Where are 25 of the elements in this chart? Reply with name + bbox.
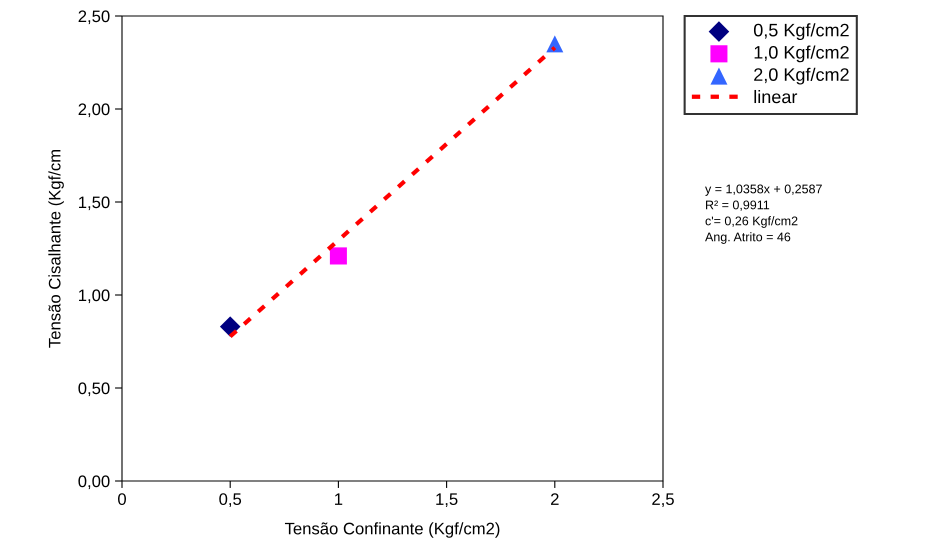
x-tick-label: 1,5 — [436, 493, 458, 508]
point — [330, 247, 347, 264]
legend-label: linear — [754, 90, 798, 104]
point — [220, 316, 240, 337]
y-tick-label: 0,00 — [78, 475, 110, 490]
legend-label: 0,5 Kgf/cm2 — [754, 23, 849, 40]
y-tick-label: 1,00 — [79, 289, 110, 304]
legend-label: 1,0 Kgf/cm2 — [754, 45, 849, 62]
x-tick-label: 1 — [335, 493, 342, 505]
x-axis-title: Tensão Confinante (Kgf/cm2) — [284, 522, 500, 538]
x-tick-label: 0,5 — [219, 493, 242, 508]
text: Ang. Atrito = 46 — [705, 232, 790, 244]
y-axis-title: Tensão Cisalhante (Kgf/cm — [48, 150, 64, 348]
y-tick-label: 2,00 — [78, 103, 110, 118]
x-tick-label: 0 — [118, 493, 126, 506]
y-tick-label: 0,50 — [78, 382, 110, 396]
x-tick-label: 2 — [551, 493, 559, 505]
point — [546, 35, 564, 52]
legend-label: 2,0 Kgf/cm2 — [754, 68, 849, 85]
y-tick-label: 2,50 — [78, 10, 110, 24]
x-tick-label: 2,5 — [652, 493, 674, 508]
text: y = 1,0358x + 0,2587 — [705, 184, 822, 196]
y-tick-label: 1,50 — [79, 196, 110, 210]
text: R² = 0,9911 — [706, 200, 770, 211]
text: c'= 0,26 Kgf/cm2 — [706, 216, 798, 228]
